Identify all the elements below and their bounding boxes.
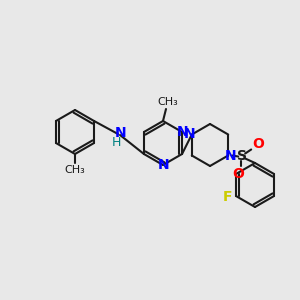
Text: N: N (158, 158, 170, 172)
Text: N: N (177, 125, 189, 139)
Text: O: O (252, 137, 264, 152)
Text: F: F (223, 190, 233, 204)
Text: N: N (184, 128, 196, 142)
Text: CH₃: CH₃ (158, 97, 178, 107)
Text: S: S (237, 149, 247, 164)
Text: H: H (111, 136, 121, 148)
Text: N: N (115, 126, 127, 140)
Text: O: O (232, 167, 244, 182)
Text: CH₃: CH₃ (64, 165, 86, 175)
Text: N: N (224, 148, 236, 163)
